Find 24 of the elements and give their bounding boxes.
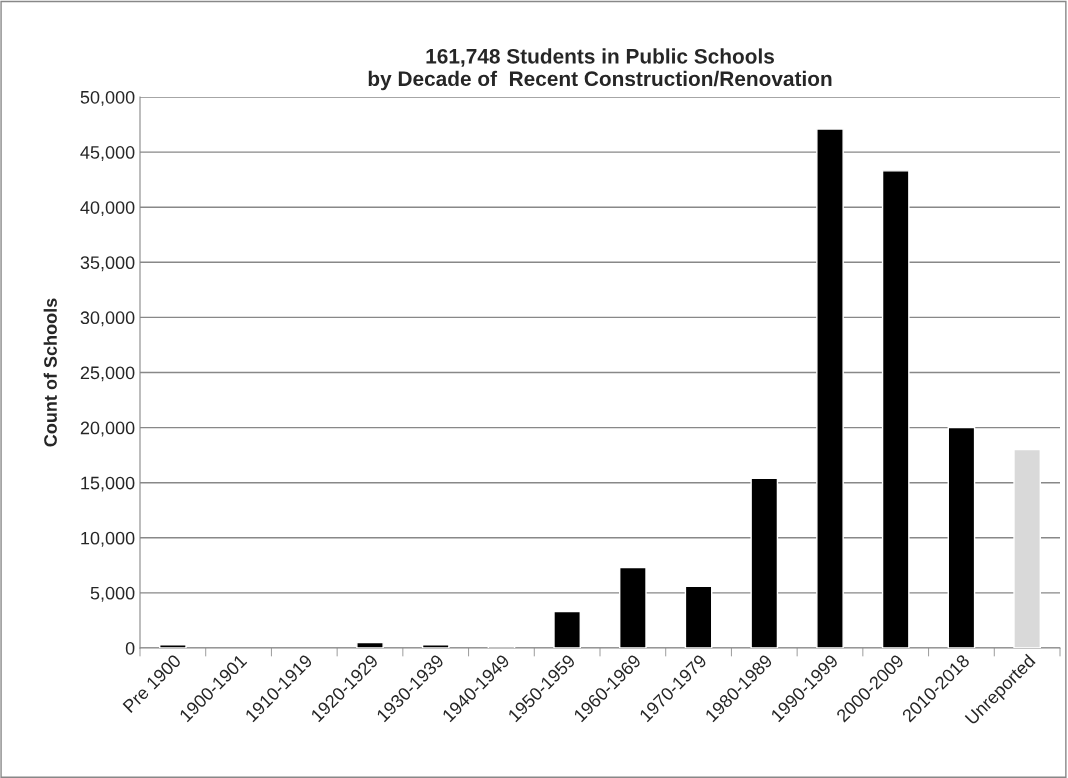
bar — [816, 128, 844, 648]
bar — [619, 566, 647, 648]
bar — [421, 643, 450, 648]
y-axis-title: Count of Schools — [43, 298, 57, 447]
bar — [684, 585, 713, 648]
y-tick-label: 5,000 — [90, 586, 135, 602]
y-tick-label: 35,000 — [80, 256, 135, 272]
y-tick-label: 25,000 — [80, 366, 135, 382]
chart-title: 161,748 Students in Public Schools by Decade of Recent Construction/Renovation — [368, 48, 832, 91]
y-tick-label: 10,000 — [81, 531, 135, 547]
bar — [750, 477, 779, 648]
bar — [1013, 448, 1041, 648]
y-tick-label: 0 — [125, 641, 135, 655]
bar — [881, 170, 910, 648]
y-tick-label: 20,000 — [80, 421, 135, 437]
y-tick-label: 45,000 — [80, 146, 135, 161]
bar — [356, 641, 384, 648]
bar — [159, 643, 187, 648]
bar — [553, 610, 581, 648]
y-tick-label: 40,000 — [80, 201, 135, 217]
y-tick-label: 30,000 — [80, 311, 135, 327]
bar — [947, 426, 976, 648]
y-tick-label: 15,000 — [81, 476, 135, 492]
y-tick-label: 50,000 — [80, 90, 135, 106]
